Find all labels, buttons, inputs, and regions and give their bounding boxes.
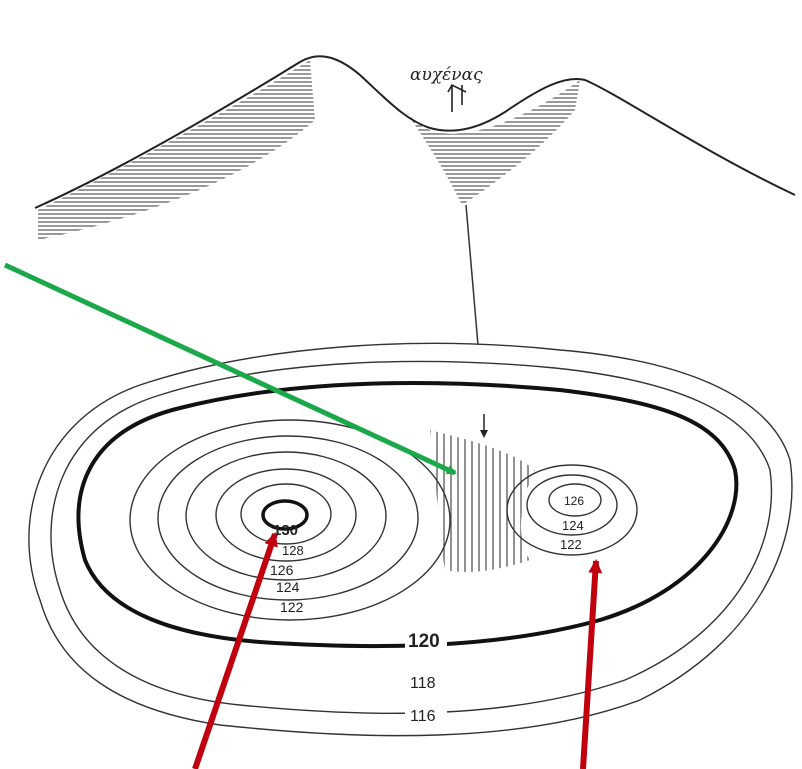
label-124-right: 124 (562, 518, 584, 533)
contour-128-left (215, 468, 357, 562)
label-120: 120 (408, 631, 440, 652)
cross-section-profile: αυχένας (34, 55, 796, 346)
label-130: 130 (273, 522, 298, 539)
right-summit (506, 464, 638, 556)
label-126-right: 126 (564, 494, 584, 508)
contour-124-right (526, 474, 618, 536)
contour-120 (76, 381, 739, 649)
profile-line (34, 55, 796, 209)
saddle-label: αυχένας (410, 65, 483, 85)
saddle-marker-icon (447, 83, 467, 112)
contour-126-right (548, 483, 602, 517)
saddle-hatching (405, 80, 580, 205)
green-arrow (3, 262, 457, 476)
left-summit (129, 419, 451, 621)
contour-122-right (506, 464, 638, 556)
contour-122-left (129, 419, 451, 621)
contour-118 (50, 360, 773, 715)
contour-map: 130 128 126 124 122 126 124 122 120 118 … (28, 342, 793, 737)
label-124: 124 (276, 579, 300, 595)
contour-126-left (185, 451, 387, 581)
label-126: 126 (270, 562, 294, 578)
label-116: 116 (410, 708, 436, 725)
saddle-area-hatching (430, 430, 535, 572)
contour-129-left (240, 483, 332, 545)
contour-124-left (157, 435, 419, 601)
label-122: 122 (280, 599, 304, 615)
label-128: 128 (282, 543, 304, 558)
red-arrow-right (580, 559, 603, 769)
label-122-right: 122 (560, 537, 582, 552)
contour-116 (28, 342, 793, 737)
red-arrow-left (192, 532, 278, 769)
projection-line (465, 204, 479, 346)
label-118: 118 (410, 675, 436, 692)
contour-130-left (261, 499, 309, 531)
left-slope-hatching (38, 60, 315, 240)
